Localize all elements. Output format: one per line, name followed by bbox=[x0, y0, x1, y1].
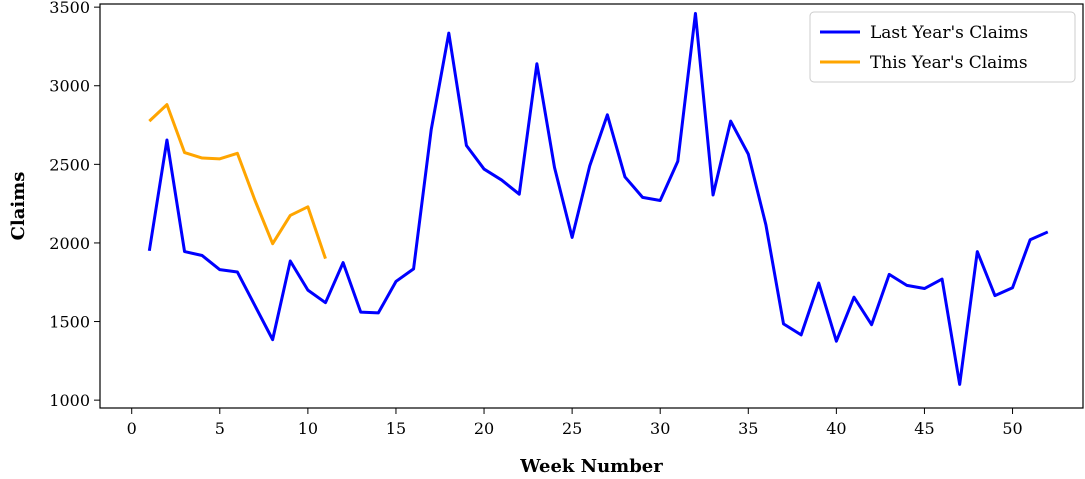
y-tick-label: 2500 bbox=[49, 155, 90, 174]
x-axis-label: Week Number bbox=[519, 456, 663, 477]
legend-label: This Year's Claims bbox=[870, 53, 1028, 73]
legend: Last Year's Claims This Year's Claims bbox=[809, 11, 1076, 83]
y-tick-label: 2000 bbox=[49, 234, 90, 253]
y-tick-label: 3500 bbox=[49, 0, 90, 17]
series-line-last-year bbox=[147, 11, 1049, 386]
legend-label: Last Year's Claims bbox=[870, 23, 1028, 43]
x-tick-label: 45 bbox=[914, 419, 934, 438]
x-tick-label: 25 bbox=[562, 419, 582, 438]
x-tick-label: 0 bbox=[127, 419, 137, 438]
y-tick-label: 1000 bbox=[49, 391, 90, 410]
x-tick-label: 20 bbox=[474, 419, 494, 438]
x-tick-label: 50 bbox=[1002, 419, 1022, 438]
series-layer bbox=[147, 11, 1049, 386]
x-tick-label: 30 bbox=[650, 419, 670, 438]
x-tick-label: 40 bbox=[826, 419, 846, 438]
plot-border bbox=[99, 3, 1084, 409]
x-tick-label: 10 bbox=[298, 419, 318, 438]
y-tick-label: 3000 bbox=[49, 77, 90, 96]
x-tick-label: 5 bbox=[215, 419, 225, 438]
x-tick-label: 35 bbox=[738, 419, 758, 438]
y-axis-label: Claims bbox=[8, 172, 29, 241]
y-axis-ticks: 1000 1500 2000 2500 3000 3500 bbox=[49, 0, 100, 410]
series-line-this-year bbox=[148, 103, 327, 260]
legend-box bbox=[809, 11, 1076, 83]
y-tick-label: 1500 bbox=[49, 313, 90, 332]
x-axis-ticks: 0 5 10 15 20 25 30 35 40 45 50 bbox=[127, 408, 1023, 438]
x-tick-label: 15 bbox=[386, 419, 406, 438]
plot-frame bbox=[99, 3, 1084, 409]
